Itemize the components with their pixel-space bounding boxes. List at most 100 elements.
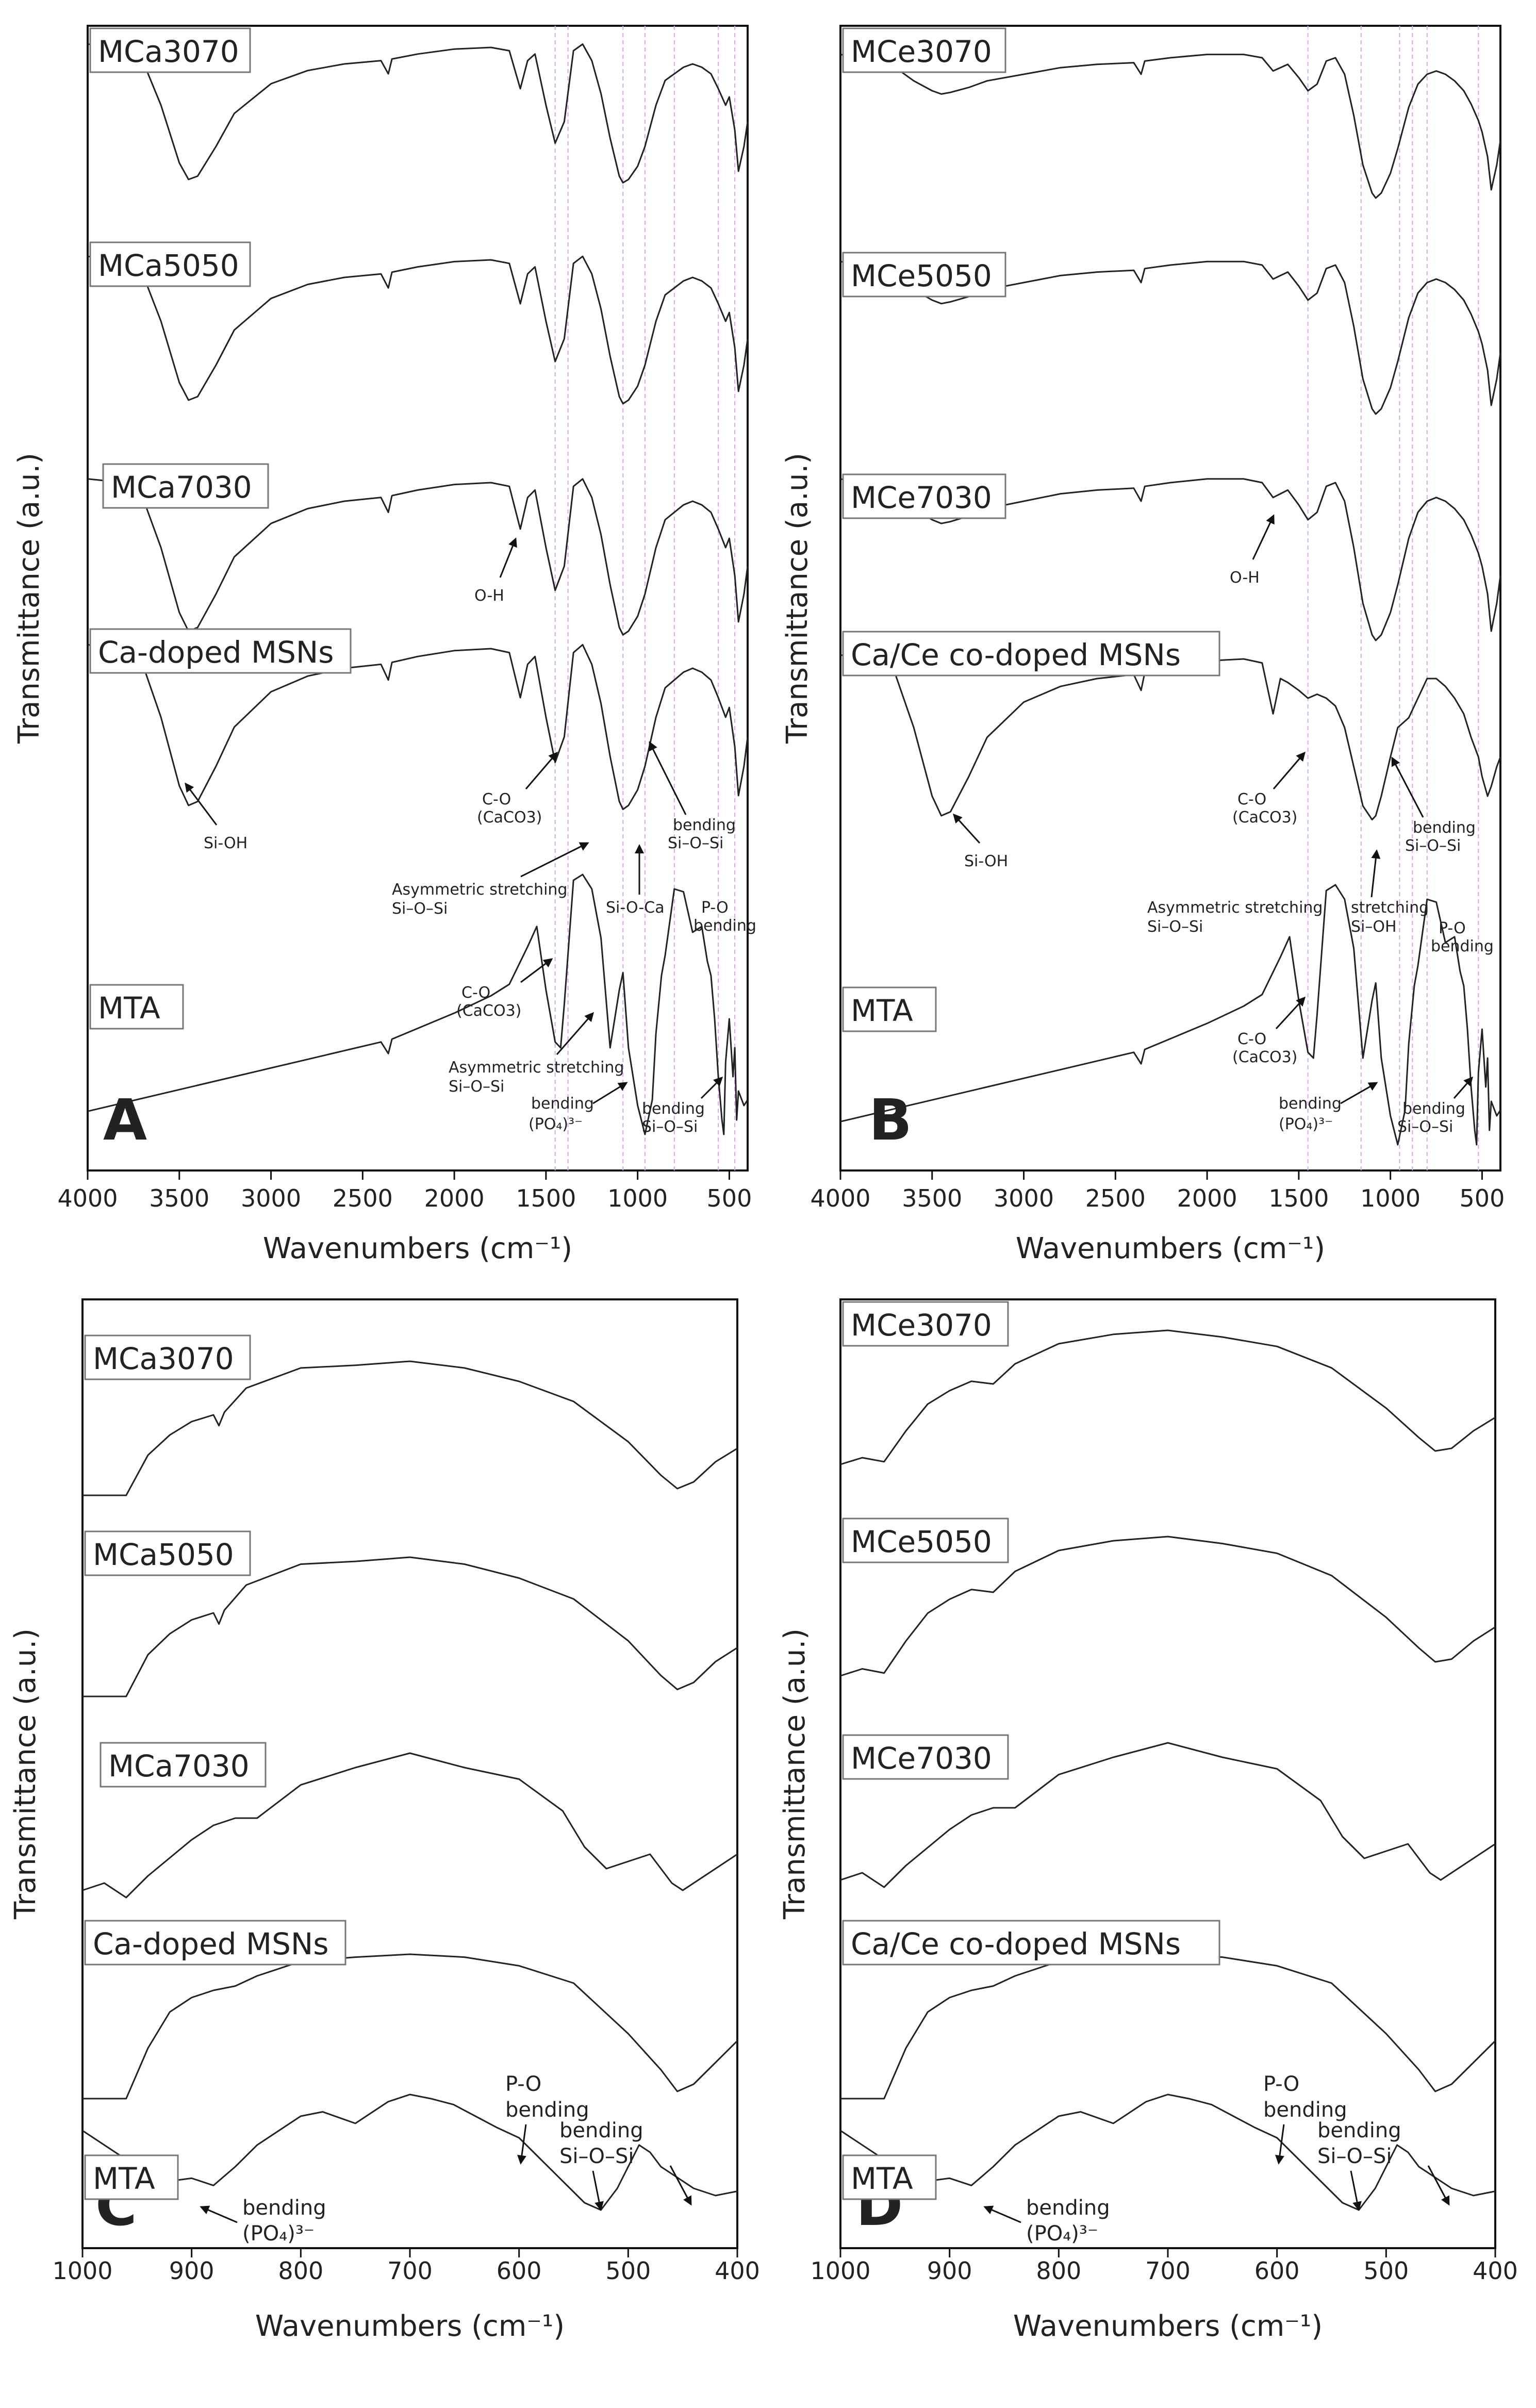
annotation: Si–O–Si [1147, 918, 1203, 936]
x-tick-label: 600 [497, 2257, 542, 2285]
annotation-arrow [556, 1012, 594, 1055]
annotation: Si-OH [964, 852, 1008, 870]
panel-c: 1000 900 800 700 600 500 400 Transmittance (a.… [9, 1298, 760, 2343]
panel-c-curves [82, 1360, 738, 2211]
panel-a-guides [554, 26, 736, 1170]
series-label: Ca/Ce co-doped MSNs [851, 1926, 1181, 1961]
annotation-arrow [520, 842, 589, 878]
x-tick-label: 900 [169, 2257, 214, 2285]
annotation: Si–O–Si [1397, 1118, 1453, 1136]
annotation: (PO₄)³⁻ [528, 1115, 583, 1133]
panel-d: 1000 900 800 700 600 500 400 Transmittance (a.… [778, 1298, 1518, 2343]
x-tick-label: 500 [605, 2257, 651, 2285]
x-tick-label: 900 [927, 2257, 972, 2285]
spectrum-line [87, 255, 749, 405]
annotation-arrow [185, 782, 218, 826]
annotation-arrow [700, 1076, 723, 1099]
annotation: Si-O-Ca [606, 899, 665, 917]
panel-b-panel-label: B [869, 1087, 912, 1153]
series-label: MCe3070 [851, 34, 992, 69]
spectrum-line [87, 873, 749, 1135]
series-label: MCe7030 [851, 480, 992, 515]
spectrum-line [82, 2093, 738, 2211]
annotation: bending [531, 1095, 594, 1113]
series-label: MCa3070 [93, 1341, 234, 1376]
series-label: MCa5050 [98, 248, 239, 283]
annotation: Si–O–Si [392, 900, 448, 918]
annotation: Si–O–Si [559, 2145, 634, 2168]
annotation-arrow [499, 537, 517, 578]
series-label-box [842, 1301, 1009, 1347]
panel-a-panel-label: A [103, 1087, 147, 1153]
spectrum-line [82, 1360, 738, 1496]
annotation-arrow [1391, 756, 1424, 818]
series-label-box [89, 628, 352, 674]
annotation: C-O [1237, 1030, 1266, 1048]
series-label-box [842, 631, 1220, 677]
x-tick-label: 800 [278, 2257, 323, 2285]
x-tick-label: 400 [1473, 2257, 1518, 2285]
series-label: Ca/Ce co-doped MSNs [851, 637, 1181, 672]
spectrum-line [840, 1742, 1496, 1888]
panel-d-xlabel: Wavenumbers (cm⁻¹) [1013, 2310, 1323, 2343]
panel-b-guides [1307, 26, 1479, 1170]
x-tick-label: 1500 [516, 1184, 576, 1212]
panel-c-labels: MCa3070 MCa5050 MCa7030 Ca-doped MSNs MT… [84, 1334, 346, 2200]
series-label-box [842, 473, 1006, 519]
annotation: (PO₄)³⁻ [1026, 2222, 1098, 2246]
annotation: Si-OH [204, 834, 247, 852]
panel-d-annotations: P-O bending bending Si–O–Si bending (PO₄… [983, 2072, 1450, 2246]
x-tick-label: 2500 [333, 1184, 393, 1212]
annotation-arrow [592, 1082, 628, 1104]
spectrum-line [82, 1556, 738, 1697]
annotation: O-H [1230, 569, 1260, 587]
x-tick-label: 3500 [149, 1184, 209, 1212]
panel-c-xlabel: Wavenumbers (cm⁻¹) [255, 2310, 565, 2343]
annotation: bending [1263, 2098, 1347, 2122]
panel-c-ylabel: Transmittance (a.u.) [9, 1628, 42, 1920]
series-label: MCa7030 [108, 1749, 250, 1784]
x-tick-label: 4000 [57, 1184, 118, 1212]
x-tick-label: 500 [1460, 1184, 1505, 1212]
x-tick-label: 1000 [607, 1184, 668, 1212]
panel-a-annotations: O-H C-O (CaCO3) Si-OH bending Si–O–Si As… [185, 537, 756, 1136]
annotation: C-O [1237, 790, 1266, 809]
series-label: MCe7030 [851, 1741, 992, 1776]
annotation: P-O [1263, 2072, 1299, 2096]
annotation: bending [1413, 819, 1476, 837]
x-tick-label: 700 [387, 2257, 433, 2285]
annotation: P-O [1439, 919, 1466, 937]
x-tick-label: 4000 [810, 1184, 870, 1212]
annotation: (CaCO3) [456, 1002, 521, 1020]
series-label-box [842, 1920, 1220, 1966]
series-label: Ca-doped MSNs [98, 635, 334, 670]
series-label: MCa5050 [93, 1537, 234, 1572]
annotation: P-O [505, 2072, 541, 2096]
series-label-box [842, 2154, 937, 2200]
x-tick-label: 600 [1254, 2257, 1300, 2285]
panel-a: 4000 3500 3000 2500 2000 1500 1000 500 Transmit… [12, 25, 756, 1265]
annotation: O-H [474, 587, 504, 605]
annotation: (PO₄)³⁻ [1279, 1115, 1333, 1133]
annotation-arrow [1370, 849, 1381, 898]
x-tick-label: 1000 [810, 2257, 870, 2285]
series-label: MCe3070 [851, 1308, 992, 1343]
annotation: Si–OH [1351, 918, 1397, 936]
annotation: bending [1402, 1100, 1465, 1118]
annotation: Asymmetric stretching [449, 1059, 624, 1077]
annotation: (CaCO3) [1232, 1048, 1297, 1066]
annotation: bending [242, 2196, 326, 2220]
annotation: (CaCO3) [1232, 809, 1297, 827]
annotation: Si–O–Si [449, 1078, 504, 1096]
panel-a-xlabel: Wavenumbers (cm⁻¹) [263, 1232, 572, 1265]
panel-c-annotations: P-O bending bending Si–O–Si bending (PO₄… [200, 2072, 692, 2246]
annotation: bending [1026, 2196, 1110, 2220]
series-label-box [100, 1742, 267, 1788]
annotation: bending [1317, 2119, 1401, 2142]
series-label-box [842, 1734, 1009, 1780]
x-tick-label: 2000 [1177, 1184, 1237, 1212]
panel-b-ylabel: Transmittance (a.u.) [781, 453, 814, 744]
annotation: stretching [1351, 899, 1429, 917]
series-label: MCa3070 [98, 34, 239, 69]
annotation: C-O [482, 790, 511, 809]
